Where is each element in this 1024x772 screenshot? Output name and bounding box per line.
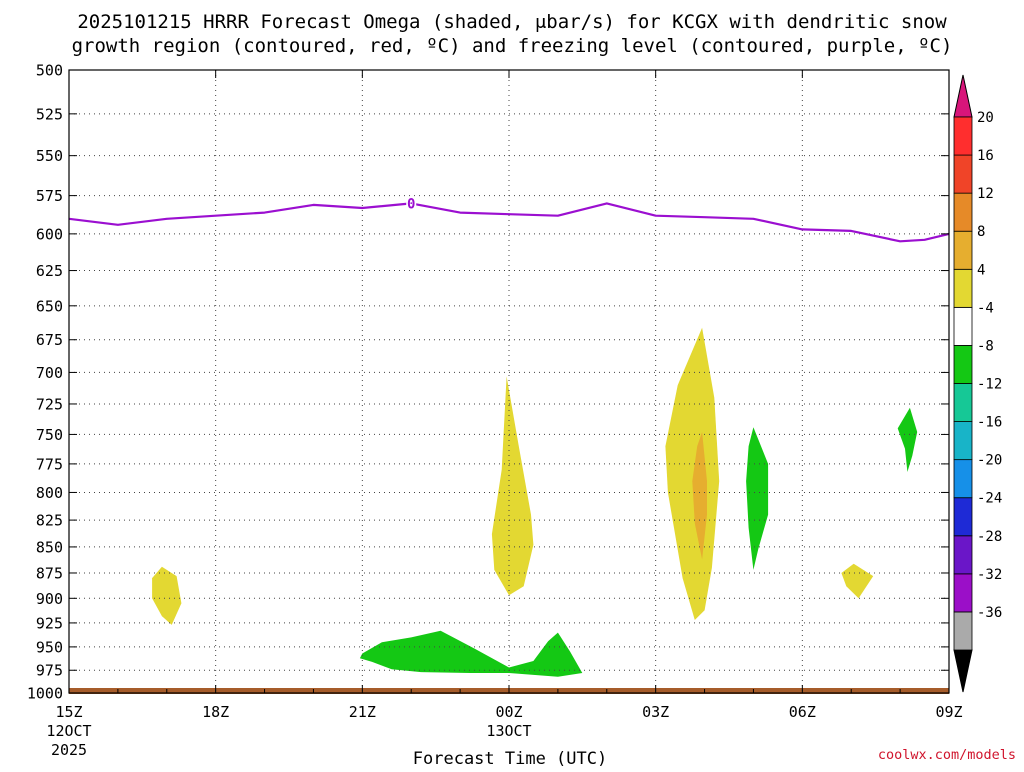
colorbar-swatch — [953, 383, 973, 422]
y-tick-label: 925 — [36, 614, 63, 632]
x-tick-label: 21Z — [349, 703, 376, 721]
omega-region-8 — [359, 630, 583, 677]
colorbar-swatch — [953, 230, 973, 270]
y-tick-label: 525 — [36, 105, 63, 123]
colorbar-tick-label: -28 — [977, 529, 1002, 545]
colorbar-top-arrow — [953, 74, 973, 118]
y-tick-label: 700 — [36, 364, 63, 382]
colorbar-swatch — [953, 345, 973, 384]
y-tick-label: 875 — [36, 564, 63, 582]
y-tick-label: 825 — [36, 512, 63, 530]
freezing-level-label-bg — [406, 196, 417, 210]
colorbar-swatch — [953, 459, 973, 499]
colorbar-swatch — [953, 611, 973, 651]
colorbar-swatch — [953, 535, 973, 575]
colorbar-tick-label: -12 — [977, 377, 1002, 393]
x-tick-date: 12OCT — [46, 722, 91, 740]
y-tick-label: 775 — [36, 455, 63, 473]
colorbar-swatch — [953, 573, 973, 613]
x-tick-label: 15Z — [55, 703, 82, 721]
grid — [68, 69, 950, 694]
colorbar-tick-label: 12 — [977, 186, 994, 202]
y-tick-label: 500 — [36, 62, 63, 80]
omega-region-4 — [692, 432, 707, 560]
freezing-level: 0 — [68, 196, 950, 243]
colorbar-swatch — [953, 497, 973, 537]
y-tick-label: 1000 — [27, 685, 63, 703]
freezing-level-label: 0 — [407, 196, 415, 212]
x-tick-label: 09Z — [935, 703, 962, 721]
x-tick-date: 13OCT — [486, 722, 531, 740]
omega-region-1 — [152, 566, 182, 625]
plot-frame — [68, 69, 950, 694]
y-tick-label: 900 — [36, 590, 63, 608]
colorbar-tick-label: 4 — [977, 262, 985, 278]
chart-title-line1: 2025101215 HRRR Forecast Omega (shaded, … — [77, 11, 947, 33]
omega-shading — [152, 327, 918, 677]
omega-region-2 — [491, 376, 534, 596]
colorbar-swatch — [953, 306, 973, 346]
colorbar-tick-label: -24 — [977, 491, 1002, 507]
colorbar-tick-label: -4 — [977, 300, 994, 316]
colorbar-swatch — [953, 268, 973, 308]
colorbar-tick-label: -32 — [977, 567, 1002, 583]
y-tick-label: 600 — [36, 225, 63, 243]
colorbar-tick-label: -16 — [977, 415, 1002, 431]
y-tick-label: 725 — [36, 395, 63, 413]
credit-link[interactable]: coolwx.com/models — [878, 747, 1016, 763]
freezing-level-line — [68, 202, 950, 243]
y-tick-label: 675 — [36, 331, 63, 349]
y-tick-label: 800 — [36, 484, 63, 502]
y-tick-label: 950 — [36, 638, 63, 656]
colorbar: 20 16 12 8 4 -4 -8 -12 -16 -20 -24 -28 -32 -36 — [953, 74, 1002, 693]
y-tick-label: 550 — [36, 147, 63, 165]
omega-region-6 — [746, 427, 769, 570]
y-tick-label: 850 — [36, 538, 63, 556]
x-tick-year: 2025 — [51, 741, 87, 759]
colorbar-tick-label: -20 — [977, 453, 1002, 469]
omega-region-7 — [897, 407, 918, 472]
omega-region-3 — [665, 327, 720, 620]
x-tick-label: 18Z — [202, 703, 229, 721]
y-tick-label: 975 — [36, 662, 63, 680]
y-tick-label: 650 — [36, 297, 63, 315]
x-tick-label: 00Z — [495, 703, 522, 721]
colorbar-tick-label: 8 — [977, 224, 985, 240]
y-tick-label: 750 — [36, 426, 63, 444]
colorbar-tick-label: -36 — [977, 605, 1002, 621]
chart-title-line2: growth region (contoured, red, ºC) and f… — [72, 35, 953, 57]
x-tick-label: 03Z — [642, 703, 669, 721]
colorbar-swatch — [953, 192, 973, 232]
omega-region-5 — [841, 563, 874, 599]
x-axis-label: Forecast Time (UTC) — [413, 749, 607, 768]
colorbar-bottom-arrow — [953, 649, 973, 693]
colorbar-swatch — [953, 154, 973, 194]
colorbar-tick-label: 16 — [977, 148, 994, 164]
colorbar-swatch — [953, 421, 973, 461]
y-tick-label: 625 — [36, 262, 63, 280]
y-tick-label: 575 — [36, 187, 63, 205]
colorbar-swatch — [953, 116, 973, 156]
colorbar-tick-label: -8 — [977, 338, 994, 354]
x-tick-label: 06Z — [789, 703, 816, 721]
axes: 500 525 550 575 600 625 650 675 700 725 750 775 800 8… — [27, 62, 963, 760]
colorbar-tick-label: 20 — [977, 110, 994, 126]
